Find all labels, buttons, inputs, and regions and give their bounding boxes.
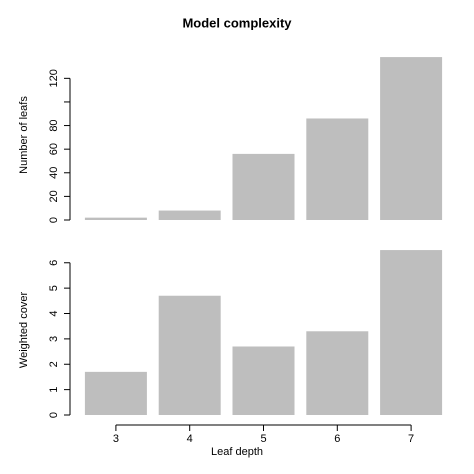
- x-axis-label: Leaf depth: [211, 446, 263, 458]
- bar: [158, 210, 221, 220]
- bar: [84, 217, 147, 220]
- bar: [380, 250, 443, 415]
- x-tick-label: 7: [408, 433, 414, 445]
- bar: [306, 331, 369, 415]
- y-tick-label: 3: [48, 336, 60, 342]
- y-tick-label: 5: [48, 285, 60, 291]
- chart-title: Model complexity: [182, 15, 292, 30]
- bar: [232, 153, 295, 220]
- y-tick-label: 20: [48, 190, 60, 202]
- y-axis-label: Number of leafs: [18, 96, 30, 174]
- y-tick-label: 120: [48, 69, 60, 87]
- y-tick-label: 6: [48, 260, 60, 266]
- y-tick-label: 60: [48, 143, 60, 155]
- y-tick-label: 2: [48, 361, 60, 367]
- bar: [306, 118, 369, 220]
- bar: [232, 346, 295, 415]
- bar: [158, 295, 221, 415]
- bar: [380, 57, 443, 221]
- y-axis-label: Weighted cover: [18, 292, 30, 369]
- bar: [84, 371, 147, 415]
- y-tick-label: 4: [48, 310, 60, 316]
- x-tick-label: 5: [260, 433, 266, 445]
- y-tick-label: 80: [48, 119, 60, 131]
- y-tick-label: 0: [48, 217, 60, 223]
- y-tick-label: 40: [48, 167, 60, 179]
- x-tick-label: 3: [113, 433, 119, 445]
- y-tick-label: 0: [48, 412, 60, 418]
- y-tick-label: 1: [48, 387, 60, 393]
- x-tick-label: 4: [187, 433, 193, 445]
- x-tick-label: 6: [334, 433, 340, 445]
